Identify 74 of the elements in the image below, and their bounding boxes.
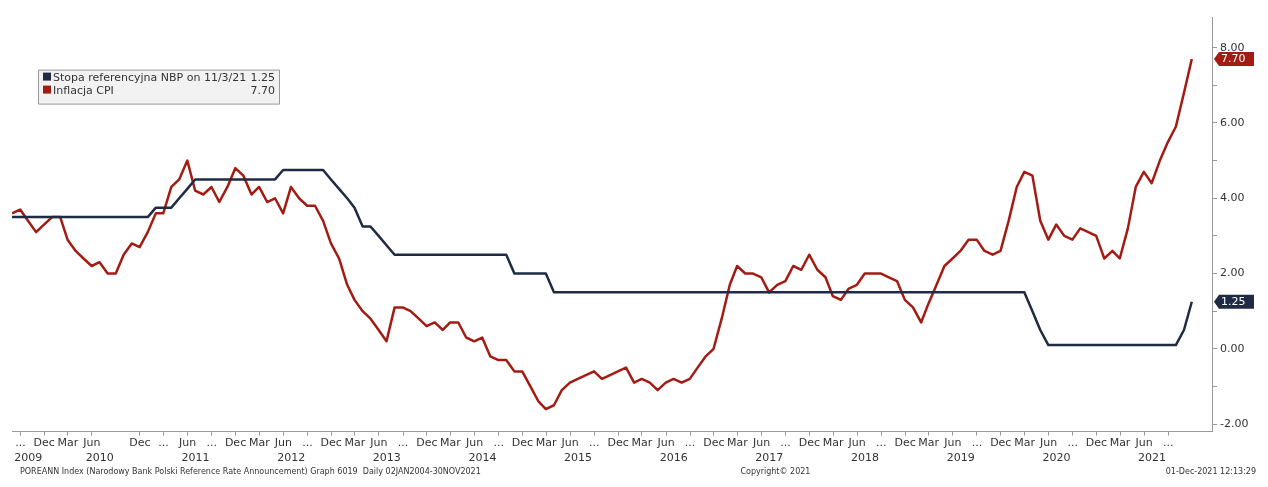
text: Copyright© 2021 <box>740 467 811 477</box>
x-tick-label: ... <box>302 436 313 450</box>
x2-tick-label: 2016 <box>659 451 688 465</box>
x-tick-label: Jun <box>656 436 675 450</box>
x-tick-label: ... <box>15 436 26 450</box>
x-tick-label: Jun <box>82 436 101 450</box>
x2-tick-label: 2013 <box>372 451 401 465</box>
x2-tick-label: 2011 <box>181 451 210 465</box>
x-tick-label: Jun <box>1039 436 1058 450</box>
x-tick-label: Dec <box>703 436 725 450</box>
x2-tick-label: 2020 <box>1042 451 1071 465</box>
x-tick-label: ... <box>158 436 169 450</box>
x-tick-label: Mar <box>822 436 844 450</box>
x-tick-label: Dec <box>1085 436 1108 450</box>
x-tick-label: Jun <box>751 436 771 450</box>
legend-label: Stopa referencyjna NBP on 11/3/21 1.25 <box>53 70 275 84</box>
x-tick-label: Mar <box>248 436 271 450</box>
x-tick-label: ... <box>971 436 983 450</box>
x-tick-label: Mar <box>918 436 940 450</box>
x-tick-label: Mar <box>344 436 366 450</box>
x-tick-label: Dec <box>990 436 1012 450</box>
x2-tick-label: 2010 <box>85 451 114 465</box>
x-tick-label: ... <box>206 436 217 450</box>
x2-tick-label: 2009 <box>14 451 43 465</box>
x2-tick-label: 2014 <box>468 451 497 465</box>
x-tick-label: ... <box>1162 436 1174 450</box>
x-tick-label: Dec <box>129 436 151 450</box>
x-tick-label: Jun <box>464 436 484 450</box>
x-tick-label: ... <box>397 436 409 450</box>
x-tick-label: Mar <box>727 436 749 450</box>
x2-tick-label: 2019 <box>946 451 975 465</box>
y-tick-label: 2.00 <box>1220 266 1245 280</box>
x2-tick-label: 2012 <box>277 451 306 465</box>
x-tick-label: Dec <box>224 436 247 450</box>
x-tick-label: Jun <box>273 436 293 450</box>
y-tick-label: 4.00 <box>1220 191 1245 205</box>
x2-tick-label: 2021 <box>1137 451 1166 465</box>
annotation: 1.25 <box>1221 294 1246 308</box>
x-tick-label: Jun <box>1134 436 1153 450</box>
x-tick-label: ... <box>1067 436 1078 450</box>
y-tick-label: 8.00 <box>1220 40 1245 54</box>
text: Inflacja CPI 7.70 <box>53 83 275 97</box>
x-tick-label: Mar <box>1014 436 1036 450</box>
x2-tick-label: 2017 <box>755 451 784 465</box>
x-tick-label: Dec <box>33 436 55 450</box>
y-tick-label: -2.00 <box>1220 416 1249 430</box>
x-tick-label: ... <box>780 436 791 450</box>
x-tick-label: Mar <box>1109 436 1131 450</box>
x-tick-label: ... <box>493 436 504 450</box>
text: 01-Dec-2021 12:13:29 <box>1165 467 1256 477</box>
x-tick-label: Jun <box>369 436 388 450</box>
x-tick-label: Mar <box>631 436 653 450</box>
x-tick-label: Jun <box>943 436 962 450</box>
x2-tick-label: 2015 <box>564 451 593 465</box>
annotation: 7.70 <box>1221 51 1246 65</box>
x-tick-label: Mar <box>57 436 79 450</box>
y-tick-label: 6.00 <box>1220 115 1245 129</box>
x-tick-label: ... <box>876 436 887 450</box>
x2-tick-label: 2018 <box>851 451 880 465</box>
x-tick-label: ... <box>684 436 696 450</box>
x-tick-label: Mar <box>535 436 557 450</box>
x-tick-label: Dec <box>511 436 534 450</box>
x-tick-label: Dec <box>416 436 438 450</box>
x-tick-label: Mar <box>440 436 462 450</box>
x-tick-label: Jun <box>177 436 197 450</box>
x-tick-label: Dec <box>320 436 342 450</box>
y-tick-label: 0.00 <box>1220 341 1245 355</box>
x-tick-label: ... <box>589 436 600 450</box>
x-tick-label: Jun <box>560 436 579 450</box>
text: POREANN Index (Narodowy Bank Polski Reference Rate Announcement) Graph 6019 Daily 02JAN2004-30NOV2021 <box>20 467 481 477</box>
x-tick-label: Dec <box>607 436 629 450</box>
x-tick-label: Dec <box>894 436 916 450</box>
x-tick-label: Jun <box>847 436 866 450</box>
x-tick-label: Dec <box>798 436 821 450</box>
